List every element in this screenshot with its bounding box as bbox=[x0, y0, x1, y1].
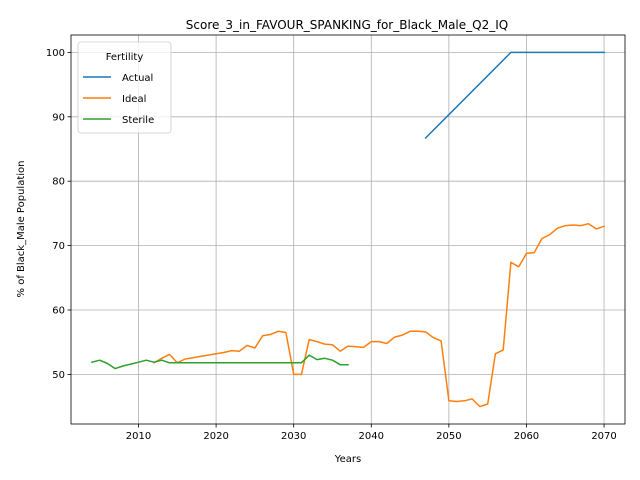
x-axis-title: Years bbox=[334, 454, 361, 465]
plot-area-frame bbox=[70, 34, 626, 425]
series-line-ideal bbox=[152, 222, 606, 408]
x-tick-label: 2010 bbox=[126, 431, 151, 442]
x-tick-label: 2060 bbox=[514, 431, 539, 442]
series-line-actual bbox=[424, 51, 605, 140]
x-tick-label: 2030 bbox=[281, 431, 306, 442]
y-tick-label: 80 bbox=[52, 177, 65, 188]
x-axis-ticks: 2010 2020 2030 2040 2050 2060 2070 bbox=[126, 424, 617, 442]
y-axis-ticks: 50 60 70 80 90 100 bbox=[46, 48, 71, 381]
y-tick-label: 50 bbox=[52, 370, 65, 381]
y-tick-label: 100 bbox=[46, 48, 65, 59]
y-tick-label: 70 bbox=[52, 241, 65, 252]
x-tick-label: 2050 bbox=[436, 431, 461, 442]
chart-title: Score_3_in_FAVOUR_SPANKING_for_Black_Mal… bbox=[186, 18, 508, 32]
legend-label-sterile: Sterile bbox=[122, 115, 154, 126]
x-tick-label: 2040 bbox=[359, 431, 384, 442]
grid-lines bbox=[71, 35, 625, 424]
legend-title: Fertility bbox=[106, 52, 144, 63]
x-tick-label: 2070 bbox=[591, 431, 616, 442]
series-lines bbox=[90, 51, 606, 408]
y-tick-label: 60 bbox=[52, 306, 65, 317]
legend-label-ideal: Ideal bbox=[122, 94, 146, 105]
legend: Fertility Actual Ideal Sterile bbox=[77, 41, 172, 134]
x-tick-label: 2020 bbox=[203, 431, 228, 442]
y-axis-title: % of Black_Male Population bbox=[16, 161, 27, 298]
y-tick-label: 90 bbox=[52, 112, 65, 123]
series-line-sterile bbox=[90, 354, 349, 370]
legend-label-actual: Actual bbox=[122, 73, 153, 84]
legend-box bbox=[77, 41, 172, 134]
